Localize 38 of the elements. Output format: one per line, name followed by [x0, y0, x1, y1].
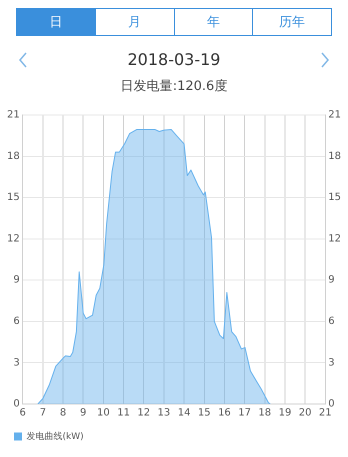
x-tick-label: 21 [318, 408, 332, 419]
y2-tick-label: 0 [328, 398, 335, 410]
y2-tick-label: 3 [328, 357, 335, 368]
y2-tick-label: 9 [328, 274, 335, 286]
y-tick-label: 6 [13, 316, 20, 328]
y-tick-label: 12 [6, 233, 20, 244]
x-tick-label: 11 [117, 408, 130, 419]
y2-tick-label: 6 [328, 316, 335, 328]
x-tick-label: 12 [137, 408, 150, 419]
y2-tick-label: 15 [328, 192, 342, 204]
chart-subtitle: 日发电量:120.6度 [120, 78, 228, 95]
y-tick-label: 3 [13, 357, 20, 368]
y2-tick-label: 18 [328, 150, 342, 162]
chart-title: 2018-03-19 [126, 50, 222, 69]
x-tick-label: 15 [198, 408, 211, 419]
x-tick-label: 10 [97, 408, 110, 419]
x-tick-label: 8 [60, 408, 66, 419]
x-tick-label: 18 [258, 408, 272, 419]
y2-tick-label: 21 [328, 110, 342, 121]
x-tick-label: 20 [298, 408, 312, 419]
x-tick-label: 7 [40, 408, 46, 419]
text: 月 [94, 9, 174, 35]
y-tick-label: 15 [6, 192, 20, 204]
text: 年 [174, 9, 252, 35]
y-tick-label: 18 [6, 150, 20, 162]
y-tick-label: 0 [13, 398, 20, 410]
x-tick-label: 17 [238, 408, 251, 419]
x-tick-label: 9 [80, 408, 86, 419]
text: 日 [17, 9, 95, 35]
legend-label: 发电曲线(kW) [26, 430, 84, 442]
x-tick-label: 16 [218, 408, 231, 419]
x-tick-label: 19 [278, 408, 292, 419]
x-tick-label: 13 [158, 408, 170, 419]
y2-tick-label: 12 [328, 233, 342, 244]
y-tick-label: 9 [13, 274, 20, 286]
y-tick-label: 21 [6, 110, 20, 121]
text: 历年 [252, 9, 331, 35]
x-tick-label: 14 [178, 408, 190, 419]
